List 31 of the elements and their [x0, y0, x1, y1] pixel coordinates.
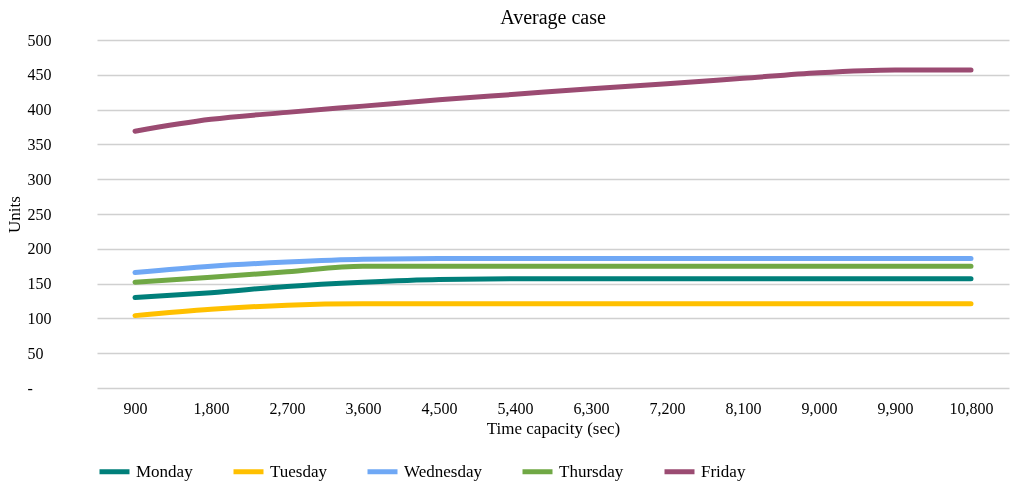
- x-tick-label: 4,500: [421, 399, 458, 417]
- legend-label: Tuesday: [270, 461, 328, 481]
- y-tick-label: 350: [27, 135, 52, 153]
- x-tick-label: 10,800: [949, 399, 994, 417]
- y-axis-title: Units: [4, 196, 24, 233]
- y-tick-label: 50: [27, 344, 44, 362]
- y-tick-label: 300: [27, 170, 52, 188]
- x-tick-label: 3,600: [345, 399, 382, 417]
- y-tick-label: -: [27, 379, 33, 397]
- y-tick-label: 450: [27, 66, 52, 84]
- x-tick-label: 900: [123, 399, 148, 417]
- x-tick-label: 2,700: [269, 399, 306, 417]
- legend-label: Monday: [136, 461, 194, 481]
- legend-label: Thursday: [559, 461, 624, 481]
- x-tick-label: 5,400: [497, 399, 534, 417]
- x-tick-label: 9,900: [877, 399, 914, 417]
- legend-label: Friday: [701, 461, 746, 481]
- chart-title: Average case: [500, 6, 606, 29]
- y-tick-label: 400: [27, 101, 52, 119]
- y-tick-label: 150: [27, 275, 52, 293]
- y-tick-label: 250: [27, 205, 52, 223]
- y-tick-label: 200: [27, 240, 52, 258]
- legend-label: Wednesday: [404, 461, 483, 481]
- y-tick-label: 500: [27, 31, 52, 49]
- y-tick-label: 100: [27, 309, 52, 327]
- x-tick-label: 7,200: [649, 399, 686, 417]
- x-axis-title: Time capacity (sec): [486, 418, 621, 438]
- x-tick-label: 8,100: [725, 399, 762, 417]
- x-tick-label: 9,000: [801, 399, 838, 417]
- x-tick-label: 1,800: [193, 399, 230, 417]
- x-tick-label: 6,300: [573, 399, 610, 417]
